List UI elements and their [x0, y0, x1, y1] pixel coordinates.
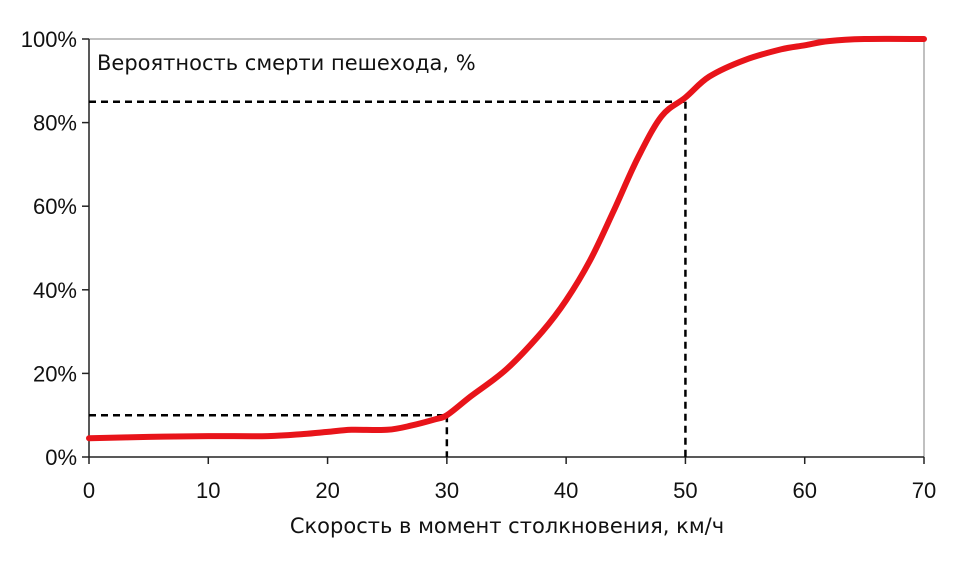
- y-tick-label: 20%: [33, 361, 77, 386]
- x-tick-label: 70: [912, 478, 936, 503]
- y-tick-label: 60%: [33, 194, 77, 219]
- x-tick-label: 30: [435, 478, 459, 503]
- y-tick-label: 40%: [33, 278, 77, 303]
- y-tick-label: 100%: [21, 27, 77, 52]
- x-tick-label: 50: [673, 478, 697, 503]
- x-tick-label: 0: [83, 478, 95, 503]
- y-tick-label: 0%: [45, 445, 77, 470]
- x-tick-label: 10: [196, 478, 220, 503]
- reference-lines: [89, 100, 687, 457]
- x-tick-label: 40: [554, 478, 578, 503]
- series-layer: [86, 35, 927, 442]
- series-line: [86, 35, 927, 442]
- y-axis: 0% 20% 40% 60% 80% 100%: [21, 27, 89, 470]
- chart-title: Вероятность смерти пешехода, %: [97, 51, 476, 75]
- y-tick-label: 80%: [33, 111, 77, 136]
- x-tick-label: 60: [792, 478, 816, 503]
- plot-frame: [88, 38, 925, 458]
- x-axis-title: Скорость в момент столкновения, км/ч: [290, 514, 724, 538]
- x-axis: 0 10 20 30 40 50 60 70: [83, 457, 936, 503]
- x-tick-label: 20: [315, 478, 339, 503]
